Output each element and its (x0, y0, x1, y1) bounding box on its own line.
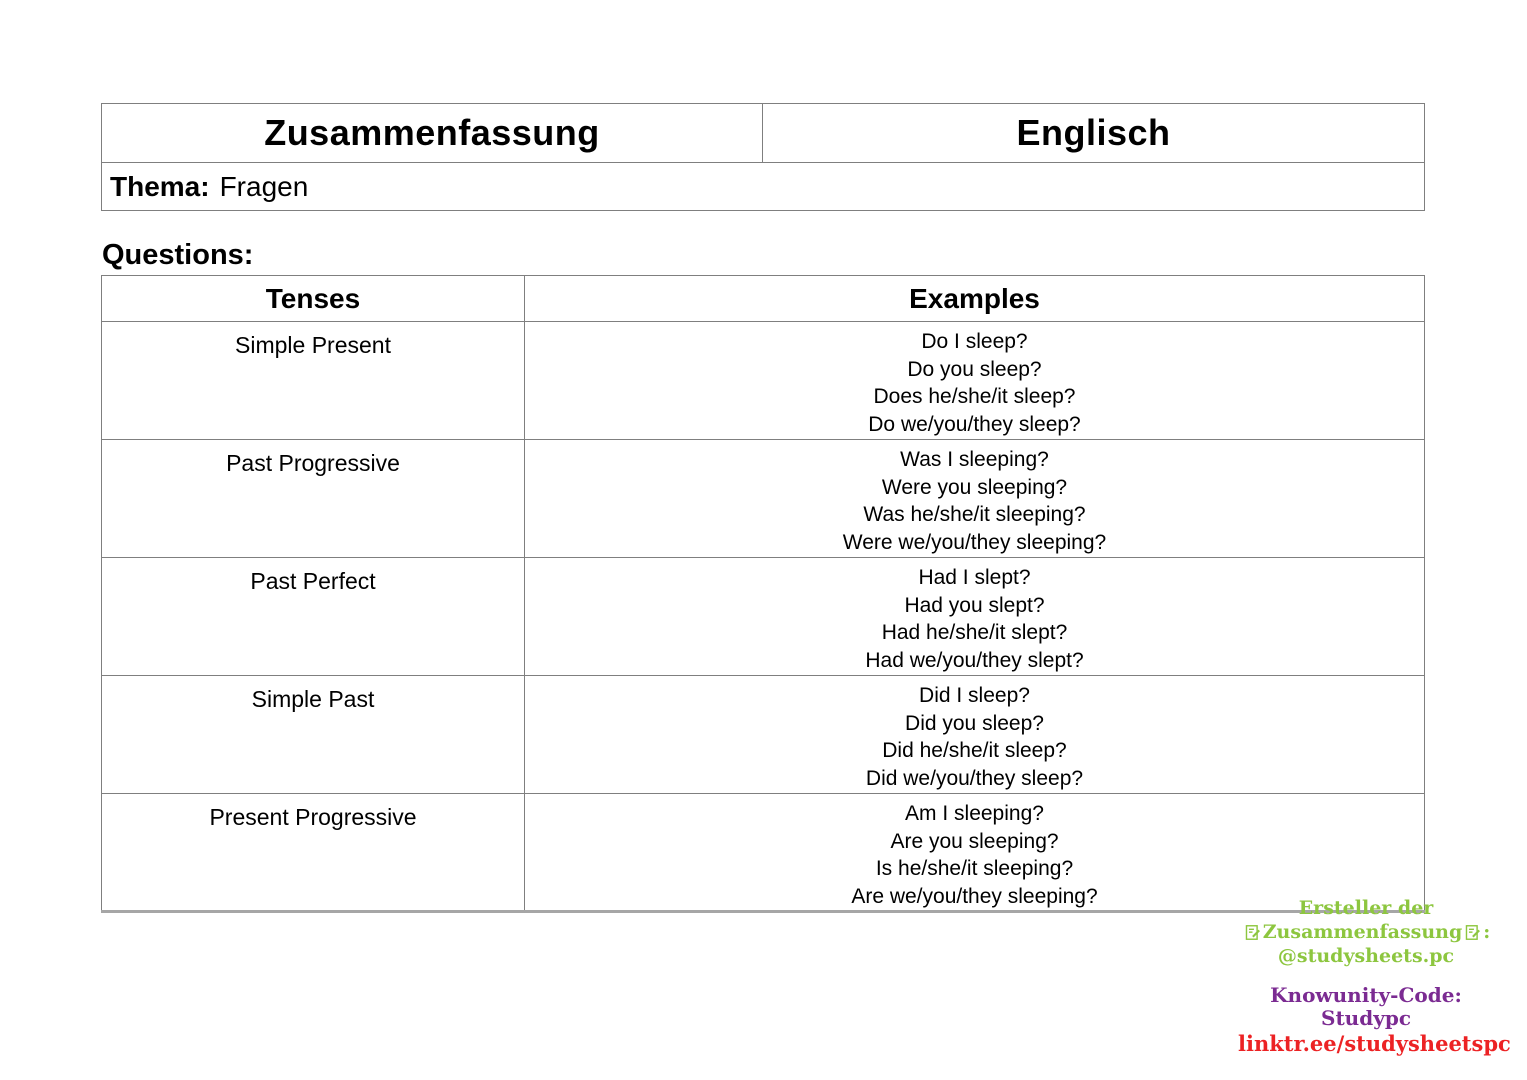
credits-creator-handle: @studysheets.pc (1277, 945, 1455, 967)
summary-title-cell: Zusammenfassung (101, 103, 763, 163)
thema-cell: Thema: Fragen (101, 162, 1425, 211)
examples-cell: Am I sleeping? Are you sleeping? Is he/s… (524, 793, 1425, 912)
example-line: Do you sleep? (907, 357, 1042, 381)
examples-cell: Did I sleep? Did you sleep? Did he/she/i… (524, 675, 1425, 794)
memo-icon (1466, 925, 1481, 940)
table-row-simple-present: Simple Present Do I sleep? Do you sleep?… (101, 321, 1425, 440)
example-line: Did he/she/it sleep? (882, 739, 1067, 762)
questions-table-header-row: Tenses Examples (101, 275, 1425, 322)
examples-cell: Had I slept? Had you slept? Had he/she/i… (524, 557, 1425, 676)
example-line: Was I sleeping? (900, 448, 1049, 471)
table-row-past-progressive: Past Progressive Was I sleeping? Were yo… (101, 439, 1425, 558)
credits-block: Ersteller der Zusammenfassung : @studysh… (1238, 896, 1511, 1056)
questions-table: Tenses Examples Simple Present Do I slee… (101, 275, 1425, 913)
subject-title: Englisch (1016, 112, 1171, 153)
knowunity-code-value: Studypc (1321, 1006, 1411, 1030)
memo-icon (1245, 925, 1260, 940)
credits-knowunity: Knowunity-Code: Studypc (1238, 984, 1494, 1030)
tense-name: Simple Present (235, 332, 391, 358)
header-table: Zusammenfassung Englisch Thema: Fragen (101, 103, 1425, 211)
tense-cell: Past Progressive (101, 439, 525, 558)
tense-cell: Simple Past (101, 675, 525, 794)
table-row-present-progressive: Present Progressive Am I sleeping? Are y… (101, 793, 1425, 912)
example-line: Had he/she/it slept? (881, 621, 1068, 644)
example-line: Did I sleep? (919, 684, 1030, 707)
example-line: Do I sleep? (921, 330, 1028, 353)
tense-name: Past Progressive (226, 450, 400, 476)
column-header-tenses: Tenses (101, 275, 525, 322)
header-title-row: Zusammenfassung Englisch (101, 103, 1425, 163)
tense-cell: Present Progressive (101, 793, 525, 912)
example-line: Do we/you/they sleep? (868, 412, 1081, 436)
tense-cell: Past Perfect (101, 557, 525, 676)
credits-link: linktr.ee/studysheetspc (1238, 1031, 1511, 1056)
example-line: Had we/you/they slept? (865, 648, 1084, 672)
section-heading: Questions: (102, 239, 254, 271)
example-line: Is he/she/it sleeping? (875, 857, 1074, 880)
example-line: Did you sleep? (905, 711, 1044, 735)
examples-cell: Was I sleeping? Were you sleeping? Was h… (524, 439, 1425, 558)
tense-name: Simple Past (251, 686, 375, 712)
tense-name: Present Progressive (209, 804, 417, 830)
knowunity-code-label: Knowunity-Code: (1270, 983, 1462, 1007)
column-header-examples: Examples (524, 275, 1425, 322)
example-line: Did we/you/they sleep? (865, 766, 1084, 790)
summary-title: Zusammenfassung (264, 112, 600, 153)
tense-cell: Simple Present (101, 321, 525, 440)
example-line: Does he/she/it sleep? (873, 385, 1076, 408)
credits-creator: Ersteller der Zusammenfassung : @studysh… (1238, 896, 1494, 968)
example-line: Were we/you/they sleeping? (842, 530, 1107, 554)
credits-creator-colon: : (1483, 921, 1491, 943)
subject-title-cell: Englisch (762, 103, 1425, 163)
example-line: Had I slept? (918, 566, 1031, 589)
thema-row: Thema: Fragen (101, 162, 1425, 211)
tense-name: Past Perfect (250, 568, 376, 594)
examples-cell: Do I sleep? Do you sleep? Does he/she/it… (524, 321, 1425, 440)
thema-value: Fragen (219, 170, 309, 202)
example-line: Am I sleeping? (905, 802, 1044, 825)
example-line: Was he/she/it sleeping? (863, 503, 1086, 526)
example-line: Were you sleeping? (881, 475, 1068, 499)
thema-label: Thema: (110, 170, 210, 202)
example-line: Are you sleeping? (890, 829, 1059, 853)
table-row-past-perfect: Past Perfect Had I slept? Had you slept?… (101, 557, 1425, 676)
credits-creator-word: Zusammenfassung (1262, 921, 1463, 943)
example-line: Had you slept? (904, 593, 1045, 617)
example-line: Are we/you/they sleeping? (851, 884, 1098, 908)
credits-creator-line1: Ersteller der (1298, 897, 1434, 919)
credits-creator-line2: Zusammenfassung : (1238, 920, 1494, 944)
table-row-simple-past: Simple Past Did I sleep? Did you sleep? … (101, 675, 1425, 794)
